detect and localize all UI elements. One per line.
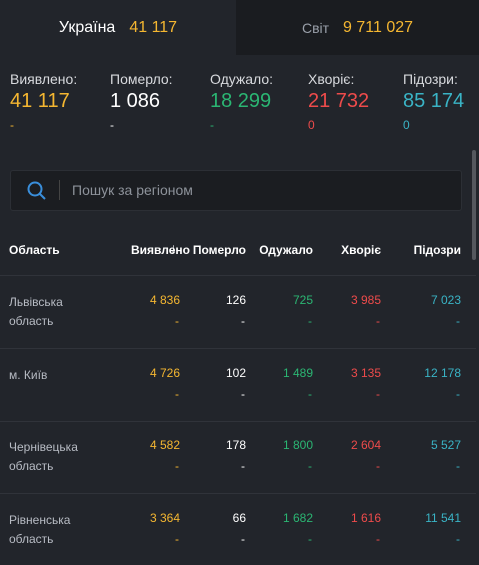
region-name: Рівненська область: [9, 512, 71, 546]
stat-label: Виявлено:: [10, 71, 78, 87]
cell-delta: -: [308, 314, 312, 328]
cell-value: 12 178: [424, 365, 461, 380]
cell-value: 3 135: [350, 365, 381, 380]
cell-delta: -: [308, 386, 312, 401]
separator: [0, 275, 476, 276]
stat-value: 85 174: [403, 90, 465, 112]
tab-label: Україна: [58, 18, 116, 36]
cell-value: 7 023: [430, 293, 461, 307]
sort-indicator: ↓: [170, 240, 177, 256]
cell-value: 3 985: [350, 293, 381, 307]
cell-value: 1 800: [282, 438, 313, 452]
stat-delta: 0: [403, 118, 410, 132]
cell-value: 126: [225, 293, 246, 307]
stat-label: Померло:: [110, 71, 173, 87]
column-header: Підозри: [413, 243, 461, 257]
cell-value: 725: [292, 293, 313, 307]
cell-delta: -: [241, 386, 245, 401]
cell-delta: -: [376, 531, 380, 546]
stat-delta: -: [110, 118, 114, 132]
scrollbar: [472, 150, 476, 260]
cell-value: 1 489: [282, 365, 313, 380]
tab-label: Світ: [301, 19, 330, 36]
divider: [59, 180, 60, 200]
region-name: м. Київ: [9, 367, 48, 382]
cell-value: 1 616: [350, 510, 381, 525]
cell-value: 5 527: [430, 438, 461, 452]
separator: [0, 348, 476, 349]
search-placeholder: Пошук за регіоном: [72, 182, 193, 198]
region-name: Чернівецька область: [9, 440, 78, 473]
cell-value: 66: [232, 510, 246, 525]
cell-delta: -: [456, 459, 460, 473]
stat-value: 18 299: [210, 90, 272, 112]
region-name: Львівська область: [9, 295, 63, 328]
cell-delta: -: [241, 314, 245, 328]
tab-ukraine[interactable]: Україна 41 117: [0, 0, 236, 55]
stat-label: Одужало:: [210, 71, 274, 87]
cell-delta: -: [308, 531, 312, 546]
stat-value: 21 732: [308, 90, 370, 112]
cell-delta: -: [175, 314, 179, 328]
tab-world[interactable]: Світ 9 711 027: [236, 0, 479, 55]
cell-value: 4 582: [149, 438, 180, 452]
column-header: Померло: [192, 243, 246, 257]
cell-delta: -: [376, 386, 380, 401]
stat-value: 41 117: [10, 90, 70, 112]
tab-value: 41 117: [129, 18, 178, 36]
separator: [0, 420, 476, 422]
cell-value: 178: [225, 438, 246, 452]
cell-value: 11 541: [425, 510, 461, 525]
cell-delta: -: [241, 459, 245, 473]
tab-value: 9 711 027: [343, 18, 414, 36]
column-header: Область: [9, 243, 60, 257]
cell-delta: -: [241, 531, 245, 546]
column-header: Хворіє: [341, 243, 381, 257]
cell-delta: -: [175, 386, 179, 401]
cell-value: 3 364: [149, 510, 180, 525]
stat-delta: 0: [308, 118, 315, 132]
cell-value: 4 836: [149, 293, 180, 307]
stat-delta: -: [210, 118, 214, 132]
column-header: Виявлено: [131, 243, 190, 257]
stat-label: Підозри:: [403, 71, 458, 87]
cell-delta: -: [308, 459, 312, 473]
search-icon: [27, 181, 46, 200]
cell-delta: -: [456, 531, 460, 546]
cell-delta: -: [456, 386, 460, 401]
cell-delta: -: [376, 314, 380, 328]
stat-delta: -: [10, 118, 14, 132]
cell-value: 102: [225, 365, 246, 380]
stat-value: 1 086: [110, 90, 161, 112]
cell-value: 1 682: [282, 510, 313, 525]
cell-delta: -: [175, 531, 179, 546]
stat-label: Хворіє:: [308, 71, 355, 87]
cell-value: 4 726: [149, 365, 180, 380]
separator: [0, 493, 476, 494]
cell-delta: -: [175, 459, 179, 473]
column-header: Одужало: [259, 243, 313, 257]
search-box[interactable]: Пошук за регіоном: [10, 170, 462, 211]
cell-delta: -: [456, 314, 460, 328]
cell-delta: -: [376, 459, 380, 473]
cell-value: 2 604: [350, 438, 381, 452]
